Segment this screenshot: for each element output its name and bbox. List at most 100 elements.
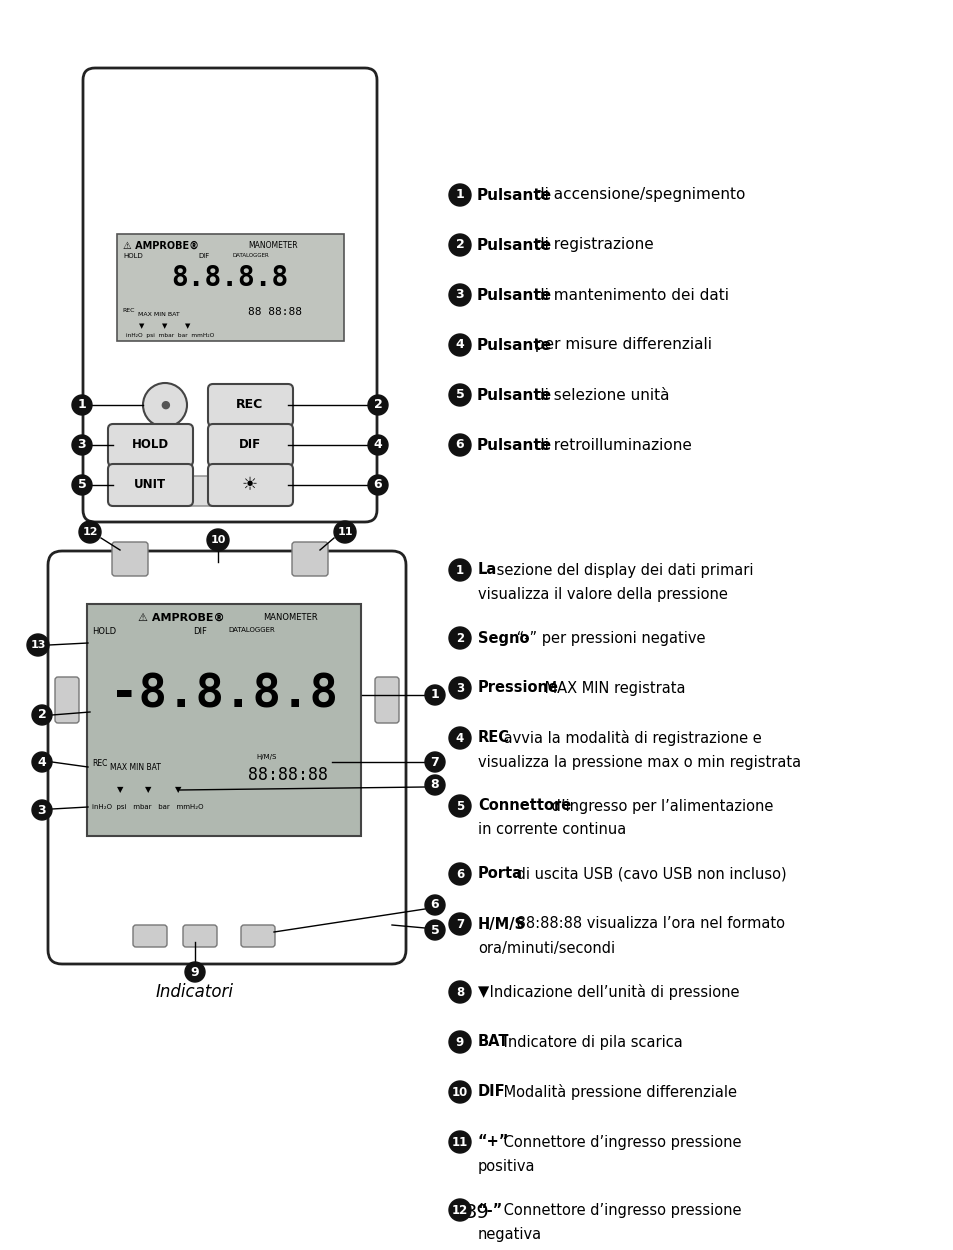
Circle shape: [449, 234, 471, 256]
Text: di accensione/spegnimento: di accensione/spegnimento: [529, 188, 744, 202]
Circle shape: [368, 475, 388, 495]
Text: MANOMETER: MANOMETER: [248, 241, 297, 250]
Text: REC: REC: [477, 730, 510, 745]
Text: 13: 13: [30, 640, 46, 650]
Text: 88 88:88: 88 88:88: [248, 308, 302, 318]
Text: 7: 7: [430, 755, 439, 769]
Circle shape: [449, 384, 471, 406]
Text: Connettore d’ingresso pressione: Connettore d’ingresso pressione: [498, 1135, 740, 1150]
Text: 10: 10: [210, 535, 226, 545]
FancyBboxPatch shape: [55, 678, 79, 722]
Text: 6: 6: [430, 899, 438, 911]
Text: 2: 2: [37, 709, 47, 721]
Circle shape: [334, 521, 355, 542]
Text: Modalità pressione differenziale: Modalità pressione differenziale: [498, 1084, 736, 1100]
Circle shape: [368, 435, 388, 455]
Text: BAT: BAT: [477, 1035, 509, 1050]
Text: “+”: “+”: [477, 1135, 509, 1150]
Text: DIF: DIF: [477, 1085, 505, 1100]
Text: 5: 5: [430, 924, 439, 936]
Text: DATALOGGER: DATALOGGER: [233, 253, 270, 258]
Circle shape: [32, 752, 52, 772]
FancyBboxPatch shape: [112, 542, 148, 576]
Text: 3: 3: [77, 439, 86, 451]
Text: “-”: “-”: [477, 1202, 503, 1218]
Text: ⚠ AMPROBE®: ⚠ AMPROBE®: [138, 612, 224, 622]
Text: Pulsante: Pulsante: [476, 288, 552, 302]
Text: Pulsante: Pulsante: [476, 338, 552, 352]
Text: 1: 1: [77, 399, 87, 411]
Text: ☀: ☀: [242, 476, 258, 494]
Text: Indicatore di pila scarica: Indicatore di pila scarica: [498, 1035, 681, 1050]
FancyBboxPatch shape: [108, 424, 193, 466]
Circle shape: [32, 705, 52, 725]
Circle shape: [449, 678, 471, 699]
Text: La: La: [477, 562, 497, 578]
Text: UNIT: UNIT: [133, 479, 166, 491]
Text: REC: REC: [91, 759, 108, 768]
Text: DATALOGGER: DATALOGGER: [228, 628, 274, 632]
Text: ora/minuti/secondi: ora/minuti/secondi: [477, 940, 615, 955]
Text: 5: 5: [456, 800, 464, 812]
Text: ⚠ AMPROBE®: ⚠ AMPROBE®: [123, 241, 199, 251]
Text: avvia la modalità di registrazione e: avvia la modalità di registrazione e: [498, 730, 760, 746]
Text: inH₂O  psi   mbar   bar   mmH₂O: inH₂O psi mbar bar mmH₂O: [91, 804, 203, 810]
Text: 88:88:88: 88:88:88: [248, 766, 328, 784]
Text: 5: 5: [456, 389, 464, 401]
Text: 2: 2: [456, 631, 463, 645]
Text: ▼: ▼: [116, 785, 123, 795]
FancyBboxPatch shape: [241, 925, 274, 948]
Circle shape: [424, 685, 444, 705]
Circle shape: [449, 434, 471, 456]
Text: 6: 6: [374, 479, 382, 491]
Text: 12: 12: [82, 528, 97, 538]
Circle shape: [71, 475, 91, 495]
Text: Pulsante: Pulsante: [476, 188, 552, 202]
Circle shape: [71, 395, 91, 415]
Circle shape: [32, 800, 52, 820]
Text: per misure differenziali: per misure differenziali: [529, 338, 711, 352]
Text: 5: 5: [77, 479, 87, 491]
FancyBboxPatch shape: [132, 925, 167, 948]
Circle shape: [143, 382, 187, 428]
Text: HOLD: HOLD: [91, 628, 116, 636]
Text: di retroilluminazione: di retroilluminazione: [529, 438, 691, 452]
Text: Pressione: Pressione: [477, 680, 558, 695]
Circle shape: [207, 529, 229, 551]
Text: HOLD: HOLD: [123, 253, 143, 259]
Text: 88:88:88 visualizza l’ora nel formato: 88:88:88 visualizza l’ora nel formato: [512, 916, 784, 931]
Text: 11: 11: [452, 1135, 468, 1149]
Text: 4: 4: [456, 339, 464, 351]
Circle shape: [424, 775, 444, 795]
Text: MAX MIN registrata: MAX MIN registrata: [539, 680, 685, 695]
Text: REC: REC: [236, 399, 263, 411]
Text: ▼: ▼: [174, 785, 181, 795]
FancyBboxPatch shape: [183, 925, 216, 948]
Text: 10: 10: [452, 1085, 468, 1099]
Text: H/M/S: H/M/S: [255, 754, 276, 760]
Text: 8.8.8.8: 8.8.8.8: [172, 264, 289, 292]
Text: Connettore d’ingresso pressione: Connettore d’ingresso pressione: [498, 1202, 740, 1218]
Circle shape: [449, 184, 471, 206]
Text: di uscita USB (cavo USB non incluso): di uscita USB (cavo USB non incluso): [512, 866, 786, 881]
Text: REC: REC: [122, 308, 134, 312]
Circle shape: [79, 521, 101, 542]
Text: 1: 1: [456, 564, 463, 576]
Circle shape: [449, 912, 471, 935]
Text: in corrente continua: in corrente continua: [477, 822, 625, 838]
Text: inH₂O  psi  mbar  bar  mmH₂O: inH₂O psi mbar bar mmH₂O: [126, 334, 214, 339]
Text: 2: 2: [456, 239, 464, 251]
FancyBboxPatch shape: [83, 68, 376, 522]
Circle shape: [449, 728, 471, 749]
Circle shape: [449, 1031, 471, 1052]
Circle shape: [185, 962, 205, 982]
Text: Pulsante: Pulsante: [476, 388, 552, 402]
FancyBboxPatch shape: [108, 464, 193, 506]
Circle shape: [449, 334, 471, 356]
Text: HOLD: HOLD: [132, 439, 169, 451]
Text: DIF: DIF: [193, 628, 207, 636]
Text: 11: 11: [337, 528, 353, 538]
Text: Porta: Porta: [477, 866, 522, 881]
FancyBboxPatch shape: [292, 542, 328, 576]
Circle shape: [449, 1199, 471, 1221]
